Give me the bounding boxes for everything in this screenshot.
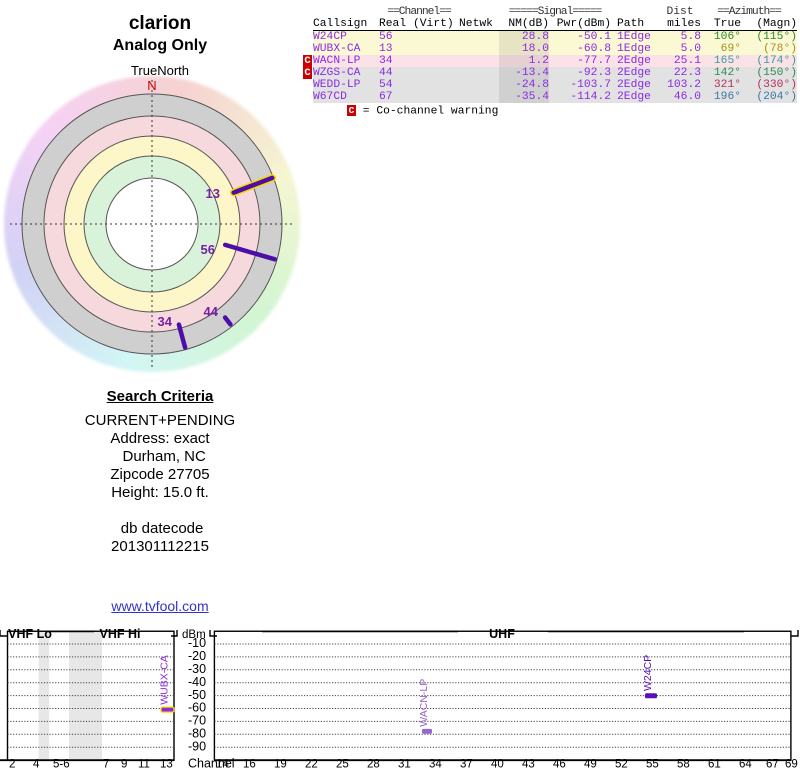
svg-text:-40: -40 bbox=[188, 675, 206, 689]
svg-text:11: 11 bbox=[138, 759, 150, 768]
svg-text:56: 56 bbox=[201, 242, 215, 257]
svg-text:-90: -90 bbox=[188, 739, 206, 753]
svg-text:37: 37 bbox=[460, 759, 473, 768]
svg-text:-70: -70 bbox=[188, 714, 206, 728]
svg-text:46: 46 bbox=[553, 759, 566, 768]
svg-text:28: 28 bbox=[367, 759, 380, 768]
svg-text:2: 2 bbox=[9, 759, 15, 768]
svg-text:14: 14 bbox=[216, 759, 229, 768]
svg-text:16: 16 bbox=[243, 759, 256, 768]
svg-text:VHF Hi: VHF Hi bbox=[100, 627, 141, 641]
svg-text:WUBX-CA: WUBX-CA bbox=[159, 655, 171, 705]
svg-text:-80: -80 bbox=[188, 727, 206, 741]
svg-text:13: 13 bbox=[160, 759, 173, 768]
svg-text:5-6: 5-6 bbox=[53, 759, 70, 768]
svg-text:13: 13 bbox=[206, 186, 220, 201]
svg-text:55: 55 bbox=[646, 759, 659, 768]
svg-text:49: 49 bbox=[584, 759, 597, 768]
svg-text:4: 4 bbox=[33, 759, 40, 768]
svg-text:N: N bbox=[147, 78, 156, 93]
svg-text:61: 61 bbox=[708, 759, 721, 768]
svg-text:25: 25 bbox=[336, 759, 349, 768]
svg-text:67: 67 bbox=[766, 759, 779, 768]
svg-text:WACN-LP: WACN-LP bbox=[418, 679, 430, 727]
svg-text:34: 34 bbox=[158, 314, 173, 329]
svg-text:31: 31 bbox=[398, 759, 411, 768]
svg-text:7: 7 bbox=[103, 759, 109, 768]
svg-text:VHF Lo: VHF Lo bbox=[8, 627, 52, 641]
svg-text:34: 34 bbox=[429, 759, 442, 768]
svg-text:W24CP: W24CP bbox=[642, 655, 654, 691]
svg-text:52: 52 bbox=[615, 759, 628, 768]
svg-text:58: 58 bbox=[677, 759, 690, 768]
svg-text:69: 69 bbox=[785, 759, 798, 768]
svg-text:-50: -50 bbox=[188, 688, 206, 702]
svg-text:UHF: UHF bbox=[489, 627, 515, 641]
svg-text:-30: -30 bbox=[188, 662, 206, 676]
svg-text:44: 44 bbox=[204, 304, 219, 319]
svg-text:43: 43 bbox=[522, 759, 535, 768]
svg-text:64: 64 bbox=[739, 759, 752, 768]
svg-text:22: 22 bbox=[305, 759, 318, 768]
svg-text:40: 40 bbox=[491, 759, 504, 768]
svg-text:-10: -10 bbox=[188, 636, 206, 650]
svg-text:-60: -60 bbox=[188, 701, 206, 715]
svg-text:-20: -20 bbox=[188, 649, 206, 663]
svg-text:19: 19 bbox=[274, 759, 287, 768]
svg-text:9: 9 bbox=[121, 759, 127, 768]
